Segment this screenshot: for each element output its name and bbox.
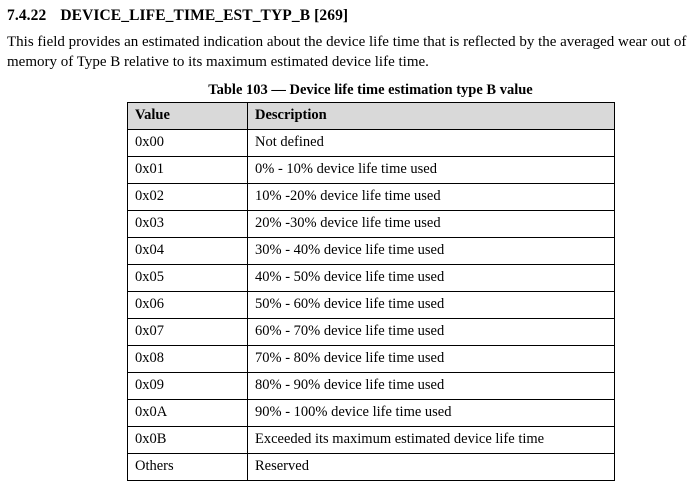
- table-row: 0x00 Not defined: [127, 128, 615, 157]
- description-cell: 30% - 40% device life time used: [247, 236, 615, 265]
- value-cell: 0x03: [127, 209, 248, 238]
- value-cell: 0x0B: [127, 425, 248, 454]
- table-header: Value Description: [127, 101, 615, 130]
- table-row: 0x0B Exceeded its maximum estimated devic…: [127, 425, 615, 454]
- section-title: DEVICE_LIFE_TIME_EST_TYP_B [269]: [60, 7, 349, 24]
- value-cell: Others: [127, 452, 248, 481]
- value-cell: 0x06: [127, 290, 248, 319]
- description-cell: 80% - 90% device life time used: [247, 371, 615, 400]
- table-row: 0x05 40% - 50% device life time used: [127, 263, 615, 292]
- table-body: 0x00 Not defined 0x01 0% - 10% device life …: [127, 128, 615, 481]
- description-cell: 70% - 80% device life time used: [247, 344, 615, 373]
- table-row: 0x08 70% - 80% device life time used: [127, 344, 615, 373]
- table-row: 0x04 30% - 40% device life time used: [127, 236, 615, 265]
- description-cell: 40% - 50% device life time used: [247, 263, 615, 292]
- table-row: 0x01 0% - 10% device life time used: [127, 155, 615, 184]
- value-cell: 0x0A: [127, 398, 248, 427]
- table-row: 0x06 50% - 60% device life time used: [127, 290, 615, 319]
- description-cell: 90% - 100% device life time used: [247, 398, 615, 427]
- column-header-value: Value: [127, 101, 248, 130]
- description-cell: 0% - 10% device life time used: [247, 155, 615, 184]
- table-caption: Table 103 — Device life time estimation …: [208, 81, 533, 98]
- value-cell: 0x01: [127, 155, 248, 184]
- description-cell: 20% -30% device life time used: [247, 209, 615, 238]
- section-number: 7.4.22: [7, 7, 47, 24]
- value-cell: 0x07: [127, 317, 248, 346]
- description-cell: 50% - 60% device life time used: [247, 290, 615, 319]
- table-row: 0x03 20% -30% device life time used: [127, 209, 615, 238]
- column-header-description: Description: [247, 101, 615, 130]
- table-row: 0x07 60% - 70% device life time used: [127, 317, 615, 346]
- value-cell: 0x05: [127, 263, 248, 292]
- table-row: 0x09 80% - 90% device life time used: [127, 371, 615, 400]
- description-cell: Exceeded its maximum estimated device li…: [247, 425, 615, 454]
- value-cell: 0x02: [127, 182, 248, 211]
- description-cell: Not defined: [247, 128, 615, 157]
- value-cell: 0x08: [127, 344, 248, 373]
- section-paragraph: This field provides an estimated indicat…: [7, 34, 687, 71]
- table-header-row: Value Description: [127, 101, 615, 130]
- value-cell: 0x04: [127, 236, 248, 265]
- device-life-time-table: Value Description 0x00 Not defined 0x01 0% …: [127, 101, 615, 481]
- table-row: 0x02 10% -20% device life time used: [127, 182, 615, 211]
- value-cell: 0x09: [127, 371, 248, 400]
- section-heading: 7.4.22 DEVICE_LIFE_TIME_EST_TYP_B [269]: [7, 7, 691, 25]
- description-cell: 60% - 70% device life time used: [247, 317, 615, 346]
- description-cell: 10% -20% device life time used: [247, 182, 615, 211]
- description-cell: Reserved: [247, 452, 615, 481]
- table-row: 0x0A 90% - 100% device life time used: [127, 398, 615, 427]
- value-cell: 0x00: [127, 128, 248, 157]
- table-row: Others Reserved: [127, 452, 615, 481]
